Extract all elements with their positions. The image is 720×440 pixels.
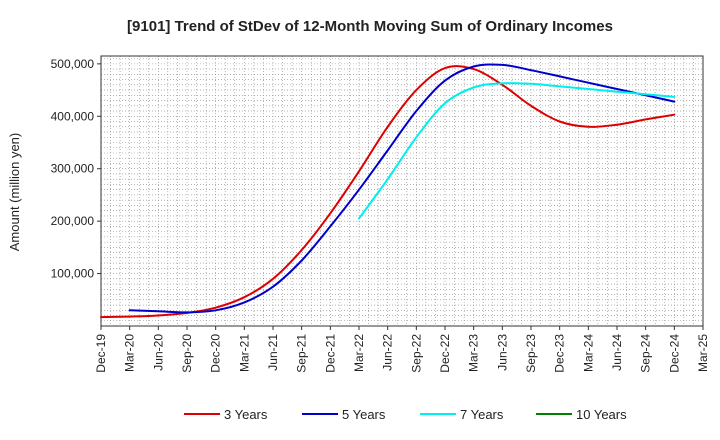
- x-tick-label: Jun-23: [495, 334, 509, 371]
- legend-label: 10 Years: [576, 407, 627, 422]
- x-tick-label: Dec-23: [553, 334, 567, 373]
- x-tick-label: Jun-24: [610, 334, 624, 371]
- legend-label: 3 Years: [224, 407, 268, 422]
- chart-title: [9101] Trend of StDev of 12-Month Moving…: [127, 18, 613, 35]
- x-tick-label: Dec-21: [323, 334, 337, 373]
- y-tick-label: 400,000: [51, 109, 95, 123]
- x-tick-label: Sep-20: [180, 334, 194, 373]
- y-axis-ticks: 100,000 200,000 300,000 400,000 500,000: [51, 57, 101, 281]
- y-tick-label: 500,000: [51, 57, 95, 71]
- gridlines: [101, 56, 703, 326]
- x-tick-label: Dec-24: [667, 334, 681, 373]
- x-tick-label: Jun-21: [266, 334, 280, 371]
- x-axis-ticks: Dec-19 Mar-20 Jun-20 Sep-20 Dec-20 Mar-21 Jun-…: [94, 326, 710, 373]
- x-tick-label: Dec-22: [438, 334, 452, 373]
- y-axis-label: Amount (million yen): [7, 133, 22, 252]
- x-tick-label: Sep-21: [295, 334, 309, 373]
- x-tick-label: Dec-20: [209, 334, 223, 373]
- x-tick-label: Dec-19: [94, 334, 108, 373]
- x-tick-label: Jun-20: [151, 334, 165, 371]
- x-tick-label: Mar-22: [352, 334, 366, 372]
- x-tick-label: Sep-23: [524, 334, 538, 373]
- y-tick-label: 100,000: [51, 267, 95, 281]
- legend: 3 Years 5 Years 7 Years 10 Years: [184, 407, 627, 422]
- x-tick-label: Sep-24: [639, 334, 653, 373]
- series-group: [100, 63, 676, 319]
- legend-label: 7 Years: [460, 407, 504, 422]
- x-tick-label: Mar-20: [123, 334, 137, 372]
- series-line-7-years: [358, 82, 676, 220]
- x-tick-label: Sep-22: [409, 334, 423, 373]
- x-tick-label: Mar-25: [696, 334, 710, 372]
- x-tick-label: Mar-24: [581, 334, 595, 372]
- x-tick-label: Jun-22: [381, 334, 395, 371]
- y-tick-label: 200,000: [51, 214, 95, 228]
- legend-label: 5 Years: [342, 407, 386, 422]
- x-tick-label: Mar-21: [237, 334, 251, 372]
- plot-area: [100, 55, 704, 327]
- series-line-5-years: [128, 63, 676, 314]
- x-tick-label: Mar-23: [467, 334, 481, 372]
- y-tick-label: 300,000: [51, 162, 95, 176]
